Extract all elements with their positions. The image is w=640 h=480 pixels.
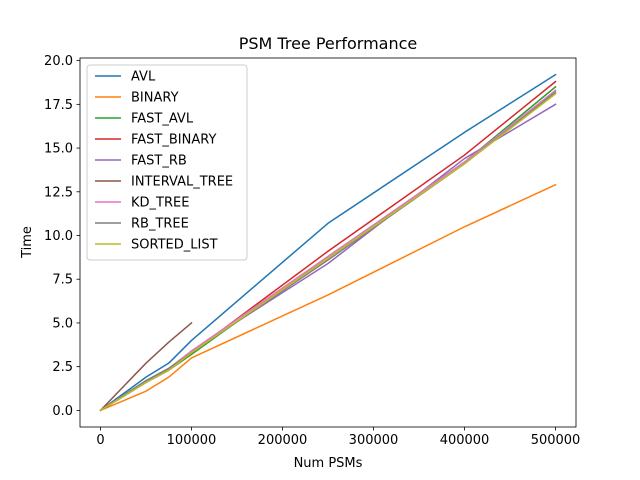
y-tick-label: 5.0 [52, 316, 73, 331]
legend-box [86, 64, 248, 261]
legend-label-fast-binary: FAST_BINARY [131, 133, 216, 148]
legend-label-kd-tree: KD_TREE [131, 196, 189, 211]
x-tick-label: 200000 [258, 433, 308, 448]
y-tick-label: 20.0 [44, 54, 73, 69]
series-line-avl [99, 73, 557, 412]
legend-label-rb-tree: RB_TREE [131, 217, 189, 232]
legend: AVL BINARY FAST_AVL FAST_BINARY FAST_RB INTER… [86, 64, 248, 261]
legend-label-interval-tree: INTERVAL_TREE [131, 175, 233, 190]
x-axis-label: Num PSMs [294, 456, 363, 471]
axes-layer: 0 100000 200000 300000 400000 500000 0.0 2.5 5.0… [44, 54, 580, 448]
x-tick-label: 0 [96, 433, 104, 448]
legend-label-sorted-list: SORTED_LIST [131, 238, 218, 253]
legend-label-binary: BINARY [131, 91, 179, 106]
x-tick-label: 400000 [440, 433, 490, 448]
y-tick-label: 15.0 [44, 142, 73, 157]
series-line-interval-tree [99, 321, 193, 412]
y-tick-label: 2.5 [52, 360, 73, 375]
y-tick-label: 10.0 [44, 229, 73, 244]
x-tick-label: 300000 [349, 433, 399, 448]
series-line-binary [99, 183, 557, 412]
y-tick-label: 12.5 [44, 185, 73, 200]
series-layer [99, 73, 557, 412]
x-tick-label: 500000 [531, 433, 581, 448]
y-tick-label: 17.5 [44, 98, 73, 113]
chart-title: PSM Tree Performance [239, 34, 418, 53]
y-axis-label: Time [20, 226, 35, 259]
y-tick-label: 0.0 [52, 404, 73, 419]
x-tick-label: 100000 [167, 433, 217, 448]
y-tick-label: 7.5 [52, 273, 73, 288]
plot-frame [79, 57, 577, 428]
series-line-sorted-list [99, 92, 557, 412]
legend-label-avl: AVL [131, 70, 156, 85]
legend-label-fast-avl: FAST_AVL [131, 112, 194, 127]
legend-label-fast-rb: FAST_RB [131, 154, 187, 169]
